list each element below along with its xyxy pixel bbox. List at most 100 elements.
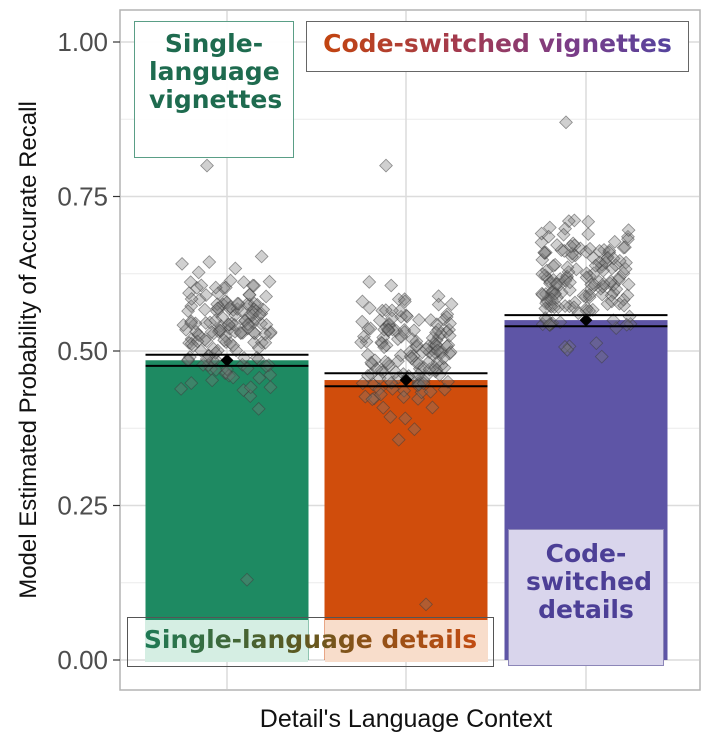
jitter-point (218, 294, 232, 308)
jitter-point (619, 317, 634, 332)
jitter-point (548, 286, 563, 301)
jitter-point (199, 288, 214, 302)
jitter-point (581, 214, 596, 229)
jitter-point (234, 303, 249, 318)
jitter-point (251, 341, 266, 355)
jitter-point (385, 311, 400, 326)
jitter-point (196, 357, 211, 372)
jitter-point (618, 262, 633, 276)
jitter-point (439, 310, 454, 324)
jitter-point (252, 370, 267, 385)
single-language-details-wash-green (145, 620, 308, 662)
jitter-point (365, 392, 380, 407)
jitter-point (612, 253, 627, 268)
jitter-point (248, 312, 262, 327)
jitter-point (233, 326, 248, 341)
annotation-text: Single-language vignettes (149, 29, 283, 114)
jitter-point (558, 299, 573, 313)
jitter-point (184, 292, 199, 306)
jitter-point (220, 295, 234, 310)
jitter-point (407, 422, 422, 437)
jitter-point (262, 274, 277, 289)
jitter-point (259, 289, 274, 304)
jitter-point (546, 259, 561, 273)
jitter-point (263, 325, 278, 340)
jitter-point (442, 328, 457, 343)
jitter-point (381, 322, 396, 337)
jitter-point (226, 370, 241, 385)
jitter-point (433, 345, 448, 360)
jitter-point (559, 115, 573, 130)
jitter-point (361, 322, 376, 336)
jitter-point (228, 261, 243, 276)
jitter-point (584, 281, 598, 296)
jitter-point (192, 292, 207, 307)
jitter-point (362, 301, 377, 315)
jitter-point (535, 287, 550, 302)
jitter-point (585, 302, 600, 317)
jitter-point (544, 292, 559, 307)
jitter-point (377, 340, 392, 355)
jitter-point (176, 318, 191, 333)
y-tick-label: 0.50 (57, 336, 108, 366)
jitter-point (425, 400, 440, 415)
jitter-point (441, 374, 455, 389)
jitter-point (606, 313, 621, 328)
jitter-point (259, 317, 274, 332)
jitter-point (604, 294, 619, 309)
y-axis: 0.00 0.25 0.50 0.75 1.00 (57, 27, 120, 675)
jitter-point (436, 351, 451, 366)
jitter-point (563, 239, 578, 254)
jitter-point (383, 409, 398, 424)
jitter-point (181, 304, 196, 319)
jitter-point (362, 275, 377, 289)
jitter-point (223, 273, 238, 288)
jitter-point (210, 301, 225, 316)
jitter-point (240, 321, 255, 336)
jitter-point (535, 267, 550, 282)
jitter-point (566, 300, 581, 315)
jitter-point (421, 355, 436, 370)
jitter-points (174, 115, 638, 612)
jitter-point (602, 245, 617, 260)
jitter-point (393, 348, 408, 363)
jitter-point (354, 335, 369, 350)
jitter-point (191, 328, 206, 343)
jitter-point (182, 286, 196, 301)
jitter-point (369, 361, 384, 376)
jitter-point (538, 301, 553, 316)
jitter-point (179, 322, 193, 337)
jitter-point (542, 317, 557, 332)
jitter-point (556, 227, 571, 242)
jitter-point (412, 313, 426, 327)
jitter-point (224, 316, 239, 331)
jitter-point (581, 227, 596, 242)
jitter-point (191, 265, 206, 280)
jitter-point (409, 334, 424, 349)
jitter-point (411, 391, 426, 406)
jitter-point (410, 338, 424, 353)
jitter-point (181, 353, 195, 368)
jitter-point (594, 349, 609, 364)
jitter-point (199, 352, 214, 367)
jitter-point (544, 286, 559, 301)
jitter-point (216, 281, 231, 295)
jitter-point (579, 270, 594, 285)
jitter-point (211, 286, 225, 301)
jitter-point (205, 373, 220, 388)
jitter-point (429, 325, 443, 340)
jitter-point (355, 294, 370, 309)
jitter-point (423, 313, 438, 327)
jitter-point (582, 290, 597, 305)
jitter-point (175, 256, 189, 271)
y-tick-label: 0.00 (57, 645, 108, 675)
jitter-point (184, 376, 199, 391)
jitter-point (258, 327, 273, 341)
jitter-point (391, 292, 406, 307)
jitter-point (562, 339, 577, 354)
jitter-point (609, 282, 624, 297)
jitter-point (223, 300, 238, 314)
jitter-point (584, 277, 599, 292)
jitter-point (231, 296, 246, 311)
jitter-point (397, 323, 412, 337)
